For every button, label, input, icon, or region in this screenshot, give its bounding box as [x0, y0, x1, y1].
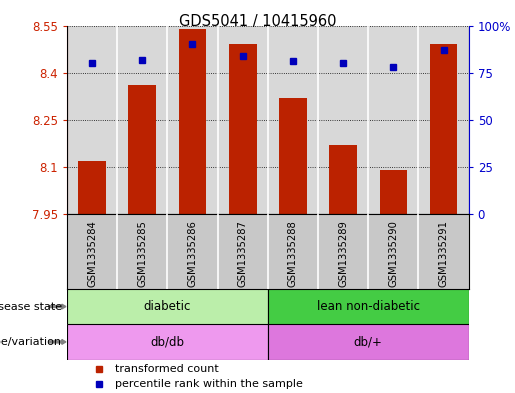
Text: GSM1335288: GSM1335288 — [288, 220, 298, 287]
Text: disease state: disease state — [0, 301, 62, 312]
Bar — [430, 44, 457, 214]
Text: db/+: db/+ — [354, 335, 383, 349]
Bar — [67, 289, 268, 324]
Bar — [179, 29, 207, 214]
Text: lean non-diabetic: lean non-diabetic — [317, 300, 420, 313]
Bar — [229, 44, 256, 214]
Bar — [268, 289, 469, 324]
Text: diabetic: diabetic — [144, 300, 191, 313]
Bar — [128, 85, 156, 214]
Text: genotype/variation: genotype/variation — [0, 337, 62, 347]
Text: GSM1335290: GSM1335290 — [388, 220, 398, 287]
Text: percentile rank within the sample: percentile rank within the sample — [115, 378, 303, 389]
Text: db/db: db/db — [150, 335, 184, 349]
Text: GSM1335289: GSM1335289 — [338, 220, 348, 287]
Text: GSM1335286: GSM1335286 — [187, 220, 197, 287]
Bar — [380, 170, 407, 214]
Bar — [279, 98, 307, 214]
Text: GDS5041 / 10415960: GDS5041 / 10415960 — [179, 14, 336, 29]
Bar — [268, 324, 469, 360]
Text: GSM1335284: GSM1335284 — [87, 220, 97, 287]
Bar — [329, 145, 357, 214]
Text: GSM1335291: GSM1335291 — [439, 220, 449, 287]
Text: GSM1335287: GSM1335287 — [238, 220, 248, 287]
Bar — [67, 324, 268, 360]
Text: GSM1335285: GSM1335285 — [138, 220, 147, 287]
Bar — [78, 161, 106, 214]
Text: transformed count: transformed count — [115, 364, 219, 374]
